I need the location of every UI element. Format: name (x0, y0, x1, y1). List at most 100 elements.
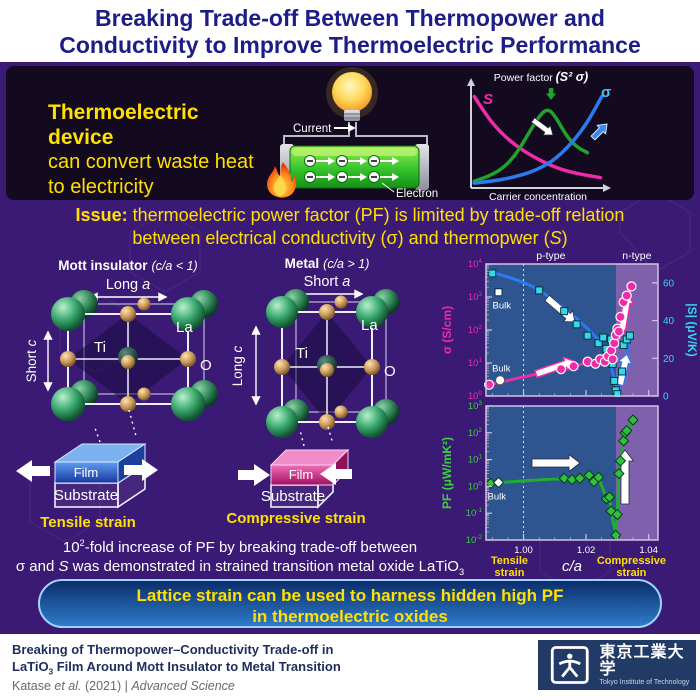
la-label: La (176, 319, 193, 336)
pf-point (614, 455, 627, 467)
mott-title: Mott insulator (c/a < 1) (58, 258, 197, 273)
mott-insulator-crystal-diagram: Mott insulator(c/a < 1) Long a Short c (26, 258, 218, 436)
seebeck-point (610, 376, 619, 385)
metal-c-axis-label: Long c (230, 345, 245, 386)
strain-connector-dotted (94, 428, 101, 443)
metal-crystal-diagram: Metal (c/a > 1) Short a Long c (230, 256, 399, 444)
x-axis-arrowhead (603, 184, 611, 192)
s-curve-label: S (483, 91, 493, 108)
sigma-bulk-point (495, 375, 506, 386)
o-label: O (384, 363, 396, 380)
tensile-arrow-right-icon (124, 459, 158, 481)
pf-tick-label: 103 (468, 400, 483, 412)
seebeck-point (625, 331, 634, 340)
sigma-point (607, 354, 618, 365)
pf-tick-label: 100 (468, 480, 483, 492)
issue-line1: Issue: thermoelectric power factor (PF) … (0, 204, 700, 227)
thermoelectric-bar (280, 144, 429, 190)
sigma-point (609, 338, 620, 349)
pf-tick-label: 10-1 (466, 507, 483, 519)
ti-label: Ti (94, 339, 106, 356)
l2-mid: was demonstrated in strained transition … (68, 558, 459, 575)
seebeck-point (560, 307, 569, 316)
sigma-point (484, 379, 495, 390)
l1-sup: 2 (79, 538, 85, 548)
plot-frame (485, 405, 659, 541)
sigma-tick-label: 102 (468, 324, 483, 336)
o-atoms-back (137, 297, 151, 401)
pf-point (611, 508, 624, 521)
la-atoms-front (51, 297, 205, 421)
s-tick-label: 0 (663, 392, 669, 403)
concept-graph: Power factor (S² σ)S σ Carrier concentrati… (467, 70, 611, 202)
tokyo-tech-text: 東京工業大学 Tokyo Institute of Technology (600, 644, 696, 687)
pf-tick-label: 101 (468, 454, 483, 466)
sigma-tick-label: 104 (468, 258, 483, 270)
tensile-strain-caption: Tensile strain (40, 514, 136, 531)
p-type-region (486, 406, 616, 540)
electron-label: Electron (396, 188, 438, 200)
pf-point (613, 467, 625, 480)
pf-peak-arrow-icon (546, 88, 556, 100)
s-tick-label: 60 (663, 278, 675, 289)
seebeck-curve (472, 94, 603, 180)
y-axis-arrowhead (467, 78, 475, 86)
compressive-film-diagram: Film Substrate (238, 429, 352, 509)
film-label: Film (74, 465, 99, 480)
la-atoms-front (266, 296, 388, 438)
paper-title-line1: Breaking of Thermopower–Conductivity Tra… (12, 642, 334, 657)
film-label: Film (289, 467, 314, 482)
pf-point (621, 424, 633, 437)
banner-line2: in thermoelectric oxides (252, 607, 448, 626)
s-decrease-arrow-icon (530, 117, 554, 136)
pf-point (583, 469, 595, 481)
sigma-up-arrow-icon (534, 356, 575, 379)
ca-tick-label: 1.02 (577, 545, 596, 556)
bulk-label-sigma: Bulk (492, 363, 511, 374)
conductivity-curve (472, 94, 604, 185)
compressive-axis-caption-1: Compressive (597, 555, 666, 567)
pf-point (574, 472, 586, 485)
page-title-line1: Breaking Trade-off Between Thermopower a… (95, 5, 605, 31)
strain-connector-dotted (299, 429, 305, 447)
tokyo-tech-kanji: 東京工業大学 (599, 643, 685, 678)
issue-line2-pre: between electrical conductivity (σ) and … (132, 228, 550, 248)
long-a-arrow-icon (88, 292, 168, 302)
sigma-tick-label: 103 (468, 291, 483, 303)
p2-post: Film Around Mott Insulator to Metal Tran… (53, 659, 341, 674)
s-down-arrow-icon (544, 294, 576, 323)
sigma-point (615, 311, 626, 322)
ca-tick-label: 1.04 (639, 545, 658, 556)
seebeck-point (599, 333, 608, 342)
pf-right-arrow-icon (531, 454, 581, 472)
p2-sub: 3 (48, 667, 54, 677)
s-axis-label: |S| (μV/K) (685, 303, 698, 356)
device-headline-bold: Thermoelectric device (48, 101, 199, 149)
issue-line2: between electrical conductivity (σ) and … (0, 227, 700, 250)
pf-tick-label: 102 (468, 427, 483, 439)
p2-pre: LaTiO (12, 659, 49, 674)
power-factor-curve (472, 108, 590, 183)
cite-year: (2021) | (81, 679, 132, 693)
pf-point (617, 435, 630, 447)
pf-bulk-point (492, 476, 505, 489)
concept-graph-title: Power factor (S² σ) (494, 70, 588, 84)
o-atoms-front (60, 306, 196, 412)
ca-tick-label: 1.00 (514, 545, 533, 556)
electron-symbols (304, 155, 399, 183)
p-type-region (486, 264, 616, 396)
device-headline-line2: can convert waste heat (48, 151, 254, 173)
thermoelectric-device-panel: Thermoelectric device can convert waste … (6, 66, 694, 202)
l2-pre: σ and (15, 558, 59, 575)
l1-base: 10 (62, 539, 80, 556)
sigma-point (613, 326, 625, 337)
substrate-label: Substrate (261, 488, 325, 505)
pf-point (627, 414, 639, 426)
current-label: Current (293, 123, 332, 135)
sigma-tick-label: 101 (468, 357, 483, 369)
sigma-seebeck-chart: Bulk Bulk 100 101 102 103 104 0 20 40 60 p-type n-ty… (440, 250, 698, 402)
footer: Breaking of Thermopower–Conductivity Tra… (0, 634, 700, 700)
p-type-label: p-type (536, 250, 565, 262)
ti-label: Ti (296, 345, 308, 362)
